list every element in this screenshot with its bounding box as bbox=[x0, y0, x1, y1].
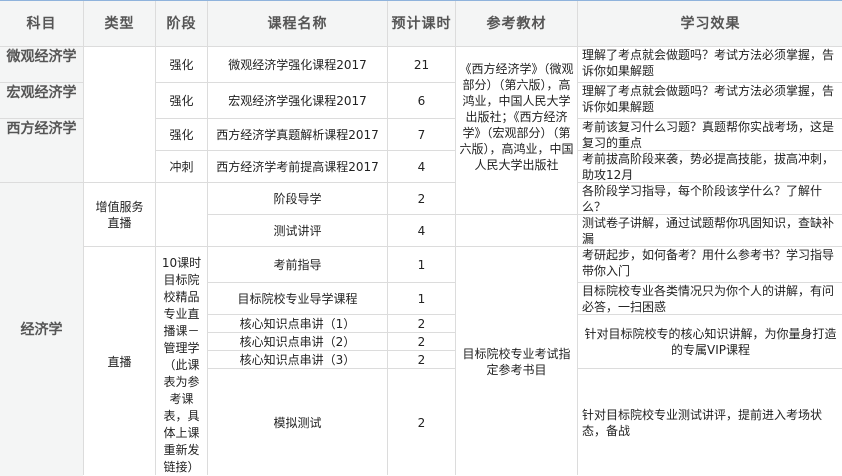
course-name: 核心知识点串讲（2） bbox=[208, 333, 387, 350]
course-name: 西方经济学真题解析课程2017 bbox=[208, 119, 387, 150]
reference-cell-empty bbox=[456, 215, 577, 246]
course-hours: 2 bbox=[388, 315, 455, 332]
type-cell: 增值服务直播 bbox=[84, 183, 155, 246]
subject-cell: 微观经济学 bbox=[0, 47, 83, 82]
effect-cell: 理解了考点就会做题吗？考试方法必须掌握，告诉你如果解题 bbox=[578, 83, 842, 118]
course-name: 微观经济学强化课程2017 bbox=[208, 47, 387, 82]
effect-cell: 测试卷子讲解，通过试题帮你巩固知识，查缺补漏 bbox=[578, 215, 842, 246]
course-hours: 7 bbox=[388, 119, 455, 150]
reference-cell: 目标院校专业考试指定参考书目 bbox=[456, 247, 577, 476]
effect-cell: 目标院校专业各类情况只为你个人的讲解，有问必答，一扫困惑 bbox=[578, 283, 842, 314]
subject-cell: 西方经济学 bbox=[0, 119, 83, 182]
course-hours: 21 bbox=[388, 47, 455, 82]
type-cell-empty bbox=[84, 47, 155, 182]
stage-cell: 强化 bbox=[156, 119, 207, 150]
stage-cell-empty bbox=[156, 183, 207, 246]
header-type: 类型 bbox=[84, 1, 155, 46]
header-stage: 阶段 bbox=[156, 1, 207, 46]
course-name: 测试讲评 bbox=[208, 215, 387, 246]
course-name: 西方经济学考前提高课程2017 bbox=[208, 151, 387, 182]
header-subject: 科目 bbox=[0, 1, 83, 46]
stage-cell: 冲刺 bbox=[156, 151, 207, 182]
course-hours: 2 bbox=[388, 369, 455, 476]
course-hours: 2 bbox=[388, 333, 455, 350]
course-hours: 4 bbox=[388, 215, 455, 246]
type-cell: 直播 bbox=[84, 247, 155, 476]
course-hours: 6 bbox=[388, 83, 455, 118]
effect-cell: 考前拔高阶段来袭，势必提高技能，拔高冲刺，助攻12月 bbox=[578, 151, 842, 182]
course-name: 模拟测试 bbox=[208, 369, 387, 476]
stage-cell: 10课时目标院校精品专业直播课－管理学（此课表为参考课表，具体上课重新发链接） bbox=[156, 247, 207, 476]
course-name: 核心知识点串讲（1） bbox=[208, 315, 387, 332]
effect-cell: 考研起步，如何备考？用什么参考书？学习指导带你入门 bbox=[578, 247, 842, 282]
course-name: 核心知识点串讲（3） bbox=[208, 351, 387, 368]
course-name: 目标院校专业导学课程 bbox=[208, 283, 387, 314]
course-name: 考前指导 bbox=[208, 247, 387, 282]
header-course-name: 课程名称 bbox=[208, 1, 387, 46]
course-hours: 2 bbox=[388, 183, 455, 214]
stage-cell: 强化 bbox=[156, 83, 207, 118]
effect-cell: 考前该复习什么习题？真题帮你实战考场，这是复习的重点 bbox=[578, 119, 842, 150]
header-effect: 学习效果 bbox=[578, 1, 842, 46]
effect-cell: 理解了考点就会做题吗？考试方法必须掌握，告诉你如果解题 bbox=[578, 47, 842, 82]
course-hours: 4 bbox=[388, 151, 455, 182]
subject-cell: 宏观经济学 bbox=[0, 83, 83, 118]
effect-cell: 针对目标院校专的核心知识讲解，为你量身打造的专属VIP课程 bbox=[578, 315, 842, 368]
effect-cell: 各阶段学习指导，每个阶段该学什么？了解什么？ bbox=[578, 183, 842, 214]
effect-cell: 针对目标院校专业测试讲评，提前进入考场状态，备战 bbox=[578, 369, 842, 476]
header-reference: 参考教材 bbox=[456, 1, 577, 46]
reference-cell: 《西方经济学》（微观部分）（第六版），高鸿业，中国人民大学出版社；《西方经济学》… bbox=[456, 47, 577, 214]
header-hours: 预计课时 bbox=[388, 1, 455, 46]
course-hours: 1 bbox=[388, 283, 455, 314]
course-hours: 2 bbox=[388, 351, 455, 368]
stage-cell: 强化 bbox=[156, 47, 207, 82]
subject-cell: 经济学 bbox=[0, 183, 83, 476]
course-name: 阶段导学 bbox=[208, 183, 387, 214]
course-hours: 1 bbox=[388, 247, 455, 282]
course-name: 宏观经济学强化课程2017 bbox=[208, 83, 387, 118]
